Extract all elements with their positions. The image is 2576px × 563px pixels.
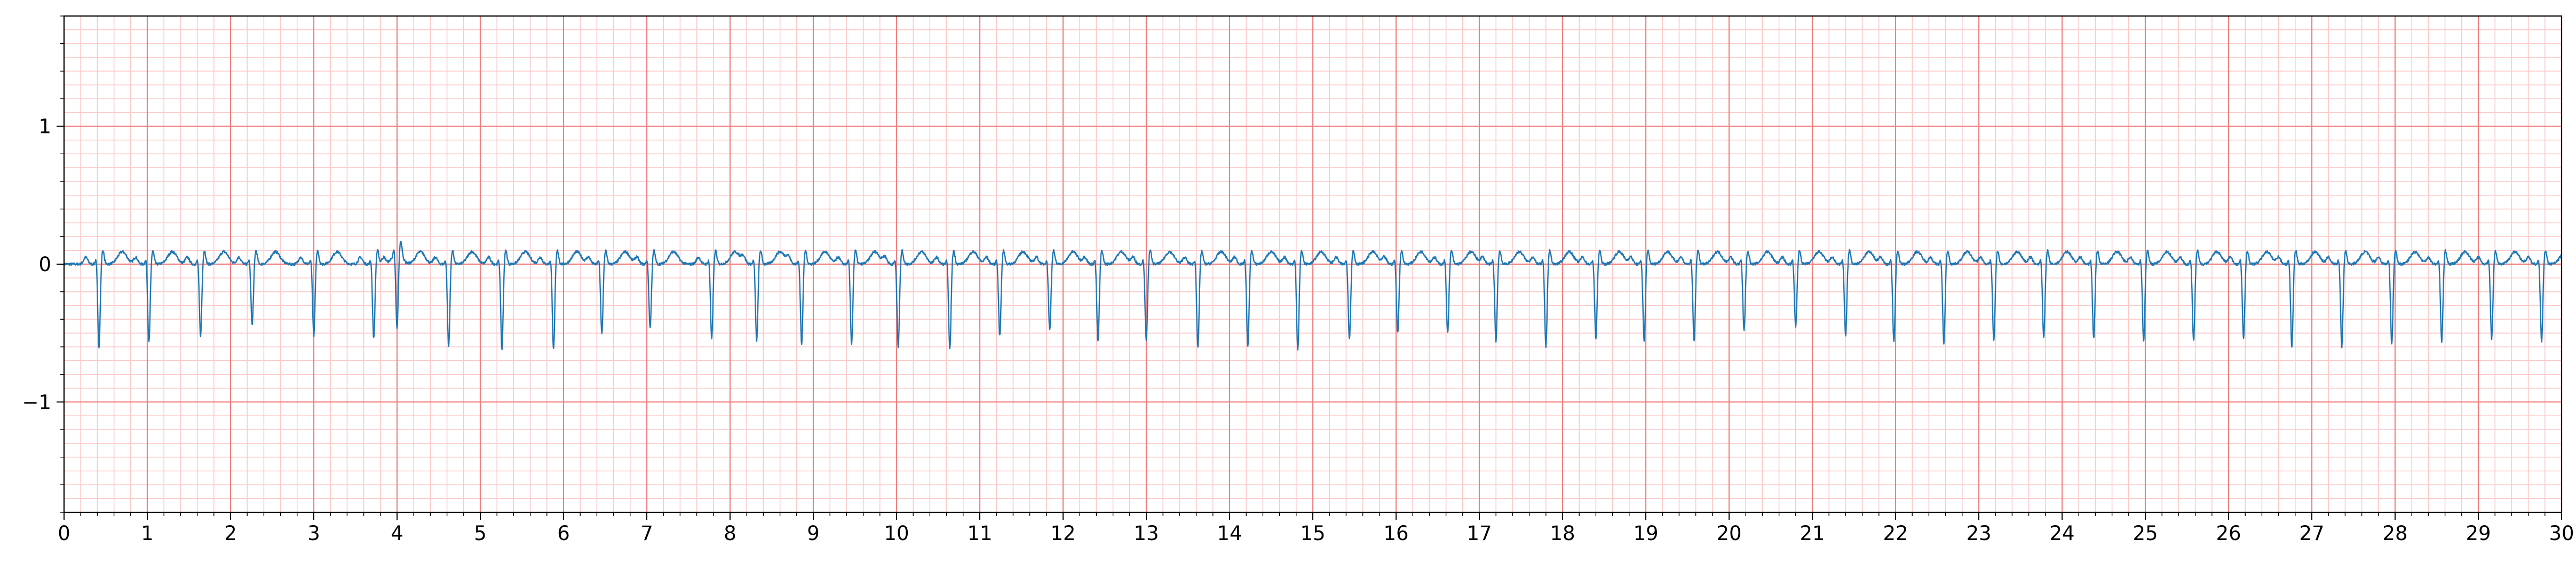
x-tick-label: 29 bbox=[2466, 522, 2491, 545]
axis-ticks bbox=[57, 15, 2562, 520]
x-tick-label: 18 bbox=[1550, 522, 1575, 545]
x-tick-label: 10 bbox=[884, 522, 909, 545]
ecg-series-line bbox=[63, 241, 2562, 351]
x-tick-label: 28 bbox=[2382, 522, 2407, 545]
x-tick-label: 2 bbox=[224, 522, 237, 545]
x-tick-label: 7 bbox=[640, 522, 653, 545]
x-tick-label: 11 bbox=[967, 522, 992, 545]
x-tick-label: 1 bbox=[141, 522, 154, 545]
x-tick-label: 0 bbox=[58, 522, 70, 545]
x-tick-label: 19 bbox=[1633, 522, 1658, 545]
x-tick-label: 8 bbox=[724, 522, 736, 545]
axis-tick-labels: 0 1 2 3 4 5 6 7 8 9 10 11 12 13 14 15 16 17 18 19 20 21 22 23 24… bbox=[22, 115, 2574, 545]
y-tick-label: 0 bbox=[38, 253, 51, 276]
x-tick-label: 23 bbox=[1966, 522, 1991, 545]
x-tick-label: 17 bbox=[1467, 522, 1492, 545]
y-tick-label: −1 bbox=[22, 391, 51, 414]
x-tick-label: 25 bbox=[2133, 522, 2158, 545]
x-tick-label: 30 bbox=[2549, 522, 2574, 545]
x-tick-label: 22 bbox=[1883, 522, 1908, 545]
x-tick-label: 9 bbox=[807, 522, 820, 545]
x-tick-label: 16 bbox=[1383, 522, 1408, 545]
x-tick-label: 14 bbox=[1217, 522, 1242, 545]
x-tick-label: 20 bbox=[1716, 522, 1741, 545]
x-tick-label: 4 bbox=[391, 522, 403, 545]
x-tick-label: 3 bbox=[307, 522, 320, 545]
x-tick-label: 5 bbox=[474, 522, 487, 545]
x-tick-label: 12 bbox=[1050, 522, 1075, 545]
x-tick-label: 21 bbox=[1800, 522, 1825, 545]
x-tick-label: 24 bbox=[2049, 522, 2074, 545]
y-tick-label: 1 bbox=[38, 115, 51, 138]
x-tick-label: 26 bbox=[2216, 522, 2241, 545]
x-tick-label: 13 bbox=[1134, 522, 1159, 545]
x-tick-label: 27 bbox=[2299, 522, 2324, 545]
x-tick-label: 15 bbox=[1300, 522, 1325, 545]
x-tick-label: 6 bbox=[557, 522, 570, 545]
